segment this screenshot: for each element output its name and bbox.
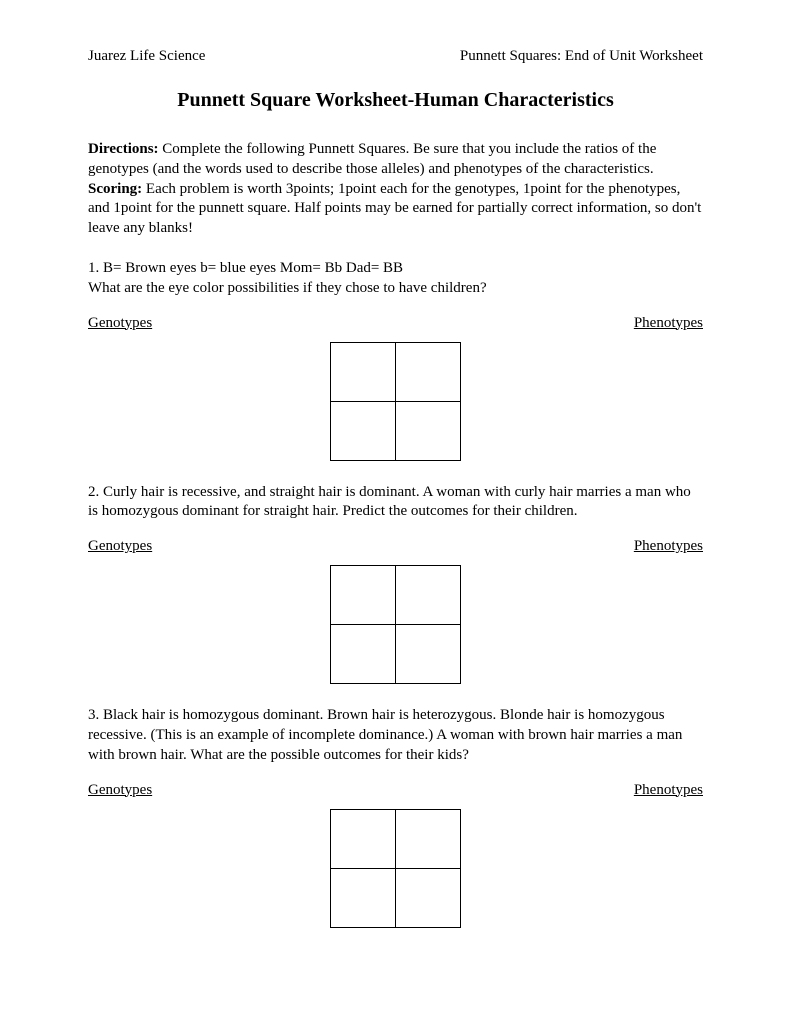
labels-row: Genotypes Phenotypes bbox=[88, 782, 703, 799]
worksheet-title: Punnett Square Worksheet-Human Character… bbox=[88, 89, 703, 112]
punnett-square-3-wrap bbox=[88, 809, 703, 928]
page-header: Juarez Life Science Punnett Squares: End… bbox=[88, 48, 703, 65]
punnett-cell[interactable] bbox=[331, 566, 396, 625]
punnett-cell[interactable] bbox=[331, 868, 396, 927]
genotypes-label: Genotypes bbox=[88, 782, 152, 799]
punnett-cell[interactable] bbox=[396, 401, 461, 460]
punnett-cell[interactable] bbox=[331, 342, 396, 401]
header-left: Juarez Life Science bbox=[88, 48, 205, 65]
punnett-square-2 bbox=[330, 565, 461, 684]
punnett-square-3 bbox=[330, 809, 461, 928]
worksheet-page: Juarez Life Science Punnett Squares: End… bbox=[0, 0, 791, 990]
scoring-label: Scoring: bbox=[88, 181, 142, 197]
punnett-cell[interactable] bbox=[331, 809, 396, 868]
problem-3-text: 3. Black hair is homozygous dominant. Br… bbox=[88, 706, 703, 765]
directions-label: Directions: bbox=[88, 141, 159, 157]
punnett-cell[interactable] bbox=[396, 342, 461, 401]
genotypes-label: Genotypes bbox=[88, 315, 152, 332]
labels-row: Genotypes Phenotypes bbox=[88, 315, 703, 332]
punnett-cell[interactable] bbox=[396, 566, 461, 625]
punnett-cell[interactable] bbox=[396, 625, 461, 684]
scoring-text: Each problem is worth 3points; 1point ea… bbox=[88, 181, 701, 237]
header-right: Punnett Squares: End of Unit Worksheet bbox=[460, 48, 703, 65]
problem-1-text: 1. B= Brown eyes b= blue eyes Mom= Bb Da… bbox=[88, 259, 703, 299]
phenotypes-label: Phenotypes bbox=[634, 315, 703, 332]
punnett-square-1-wrap bbox=[88, 342, 703, 461]
punnett-cell[interactable] bbox=[396, 809, 461, 868]
phenotypes-label: Phenotypes bbox=[634, 538, 703, 555]
directions-paragraph: Directions: Complete the following Punne… bbox=[88, 140, 703, 239]
punnett-cell[interactable] bbox=[331, 401, 396, 460]
genotypes-label: Genotypes bbox=[88, 538, 152, 555]
punnett-cell[interactable] bbox=[331, 625, 396, 684]
problem-2-text: 2. Curly hair is recessive, and straight… bbox=[88, 483, 703, 523]
punnett-square-1 bbox=[330, 342, 461, 461]
punnett-cell[interactable] bbox=[396, 868, 461, 927]
phenotypes-label: Phenotypes bbox=[634, 782, 703, 799]
labels-row: Genotypes Phenotypes bbox=[88, 538, 703, 555]
punnett-square-2-wrap bbox=[88, 565, 703, 684]
directions-text: Complete the following Punnett Squares. … bbox=[88, 141, 656, 177]
